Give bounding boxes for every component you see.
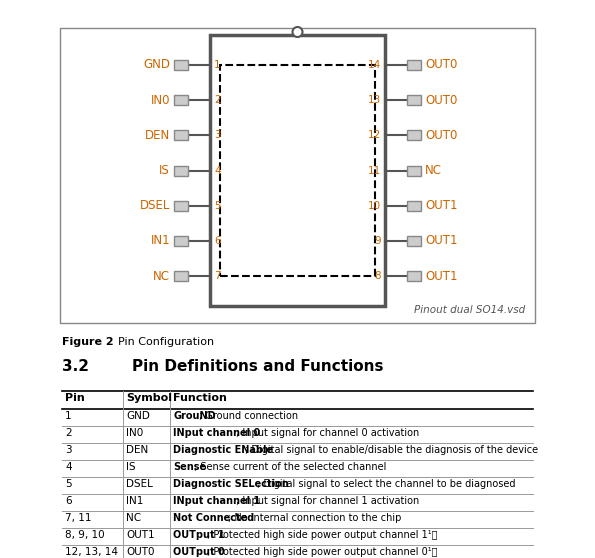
Text: 4: 4 bbox=[65, 462, 71, 472]
Text: 12: 12 bbox=[368, 131, 381, 140]
Text: 4: 4 bbox=[214, 166, 221, 176]
Text: NC: NC bbox=[425, 164, 442, 177]
Text: ; Digital signal to enable/disable the diagnosis of the device: ; Digital signal to enable/disable the d… bbox=[245, 445, 538, 455]
Text: 3: 3 bbox=[214, 131, 221, 140]
Bar bbox=[174, 60, 188, 70]
Text: OUT1: OUT1 bbox=[425, 199, 458, 212]
Bar bbox=[407, 166, 421, 176]
Bar bbox=[174, 271, 188, 281]
Bar bbox=[407, 201, 421, 211]
Text: 12, 13, 14: 12, 13, 14 bbox=[65, 547, 118, 557]
Text: 3: 3 bbox=[65, 445, 71, 455]
Text: ; Input signal for channel 1 activation: ; Input signal for channel 1 activation bbox=[236, 496, 419, 506]
Text: ; Input signal for channel 0 activation: ; Input signal for channel 0 activation bbox=[236, 428, 419, 438]
Text: ; Protected high side power output channel 1¹⧠: ; Protected high side power output chann… bbox=[207, 530, 437, 540]
Text: GND: GND bbox=[143, 59, 170, 71]
Text: Figure 2: Figure 2 bbox=[62, 337, 114, 347]
Text: Pin Configuration: Pin Configuration bbox=[118, 337, 214, 347]
Text: 1: 1 bbox=[214, 60, 221, 70]
Text: 5: 5 bbox=[214, 201, 221, 211]
Text: 2: 2 bbox=[65, 428, 71, 438]
Bar bbox=[174, 131, 188, 140]
Text: Sense: Sense bbox=[173, 462, 206, 472]
Bar bbox=[407, 271, 421, 281]
Text: DSEL: DSEL bbox=[140, 199, 170, 212]
Text: 2: 2 bbox=[214, 95, 221, 105]
Text: Pin Definitions and Functions: Pin Definitions and Functions bbox=[132, 359, 384, 374]
Text: OUT0: OUT0 bbox=[425, 129, 458, 142]
Text: 8, 9, 10: 8, 9, 10 bbox=[65, 530, 105, 540]
Text: 1: 1 bbox=[65, 411, 71, 421]
Text: OUTput 0: OUTput 0 bbox=[173, 547, 225, 557]
Text: OUT1: OUT1 bbox=[425, 270, 458, 282]
Text: IN0: IN0 bbox=[151, 94, 170, 107]
Text: 14: 14 bbox=[368, 60, 381, 70]
Text: 10: 10 bbox=[368, 201, 381, 211]
Text: 9: 9 bbox=[374, 236, 381, 246]
Text: ; No internal connection to the chip: ; No internal connection to the chip bbox=[228, 513, 401, 523]
Text: INput channel 0: INput channel 0 bbox=[173, 428, 261, 438]
Text: 13: 13 bbox=[368, 95, 381, 105]
Bar bbox=[174, 95, 188, 105]
Text: GND: GND bbox=[126, 411, 150, 421]
Bar bbox=[407, 236, 421, 246]
Text: 11: 11 bbox=[368, 166, 381, 176]
Text: 6: 6 bbox=[214, 236, 221, 246]
Text: ; Sense current of the selected channel: ; Sense current of the selected channel bbox=[195, 462, 387, 472]
Bar bbox=[174, 201, 188, 211]
Bar bbox=[174, 166, 188, 176]
Text: Pin: Pin bbox=[65, 393, 84, 403]
Text: 8: 8 bbox=[374, 271, 381, 281]
Bar bbox=[220, 65, 375, 276]
Text: IN0: IN0 bbox=[126, 428, 143, 438]
Text: ; Ground connection: ; Ground connection bbox=[199, 411, 298, 421]
Bar bbox=[174, 236, 188, 246]
Bar bbox=[407, 95, 421, 105]
Text: GrouND: GrouND bbox=[173, 411, 216, 421]
Text: IS: IS bbox=[159, 164, 170, 177]
Text: 3.2: 3.2 bbox=[62, 359, 89, 374]
Text: Diagnostic ENable: Diagnostic ENable bbox=[173, 445, 274, 455]
Text: OUT0: OUT0 bbox=[126, 547, 155, 557]
Text: Not Connected: Not Connected bbox=[173, 513, 255, 523]
Text: ; Digital signal to select the channel to be diagnosed: ; Digital signal to select the channel t… bbox=[257, 479, 516, 489]
Text: IN1: IN1 bbox=[151, 234, 170, 247]
Text: Function: Function bbox=[173, 393, 227, 403]
Text: Pinout dual SO14.vsd: Pinout dual SO14.vsd bbox=[414, 305, 525, 315]
Bar bbox=[60, 28, 535, 323]
Text: OUT1: OUT1 bbox=[425, 234, 458, 247]
Text: IN1: IN1 bbox=[126, 496, 143, 506]
Text: DEN: DEN bbox=[145, 129, 170, 142]
Text: OUT1: OUT1 bbox=[126, 530, 155, 540]
Text: 7, 11: 7, 11 bbox=[65, 513, 92, 523]
Text: 5: 5 bbox=[65, 479, 71, 489]
Text: 6: 6 bbox=[65, 496, 71, 506]
Text: IS: IS bbox=[126, 462, 136, 472]
Circle shape bbox=[293, 27, 302, 37]
Text: 7: 7 bbox=[214, 271, 221, 281]
Text: NC: NC bbox=[153, 270, 170, 282]
Text: INput channel 1: INput channel 1 bbox=[173, 496, 261, 506]
Text: Symbol: Symbol bbox=[126, 393, 172, 403]
Text: ; Protected high side power output channel 0¹⧠: ; Protected high side power output chann… bbox=[207, 547, 437, 557]
Bar bbox=[407, 60, 421, 70]
Bar bbox=[210, 35, 385, 306]
Text: OUTput 1: OUTput 1 bbox=[173, 530, 225, 540]
Text: NC: NC bbox=[126, 513, 142, 523]
Text: OUT0: OUT0 bbox=[425, 59, 458, 71]
Text: DSEL: DSEL bbox=[126, 479, 153, 489]
Bar bbox=[407, 131, 421, 140]
Text: DEN: DEN bbox=[126, 445, 149, 455]
Text: Diagnostic SELection: Diagnostic SELection bbox=[173, 479, 289, 489]
Text: OUT0: OUT0 bbox=[425, 94, 458, 107]
